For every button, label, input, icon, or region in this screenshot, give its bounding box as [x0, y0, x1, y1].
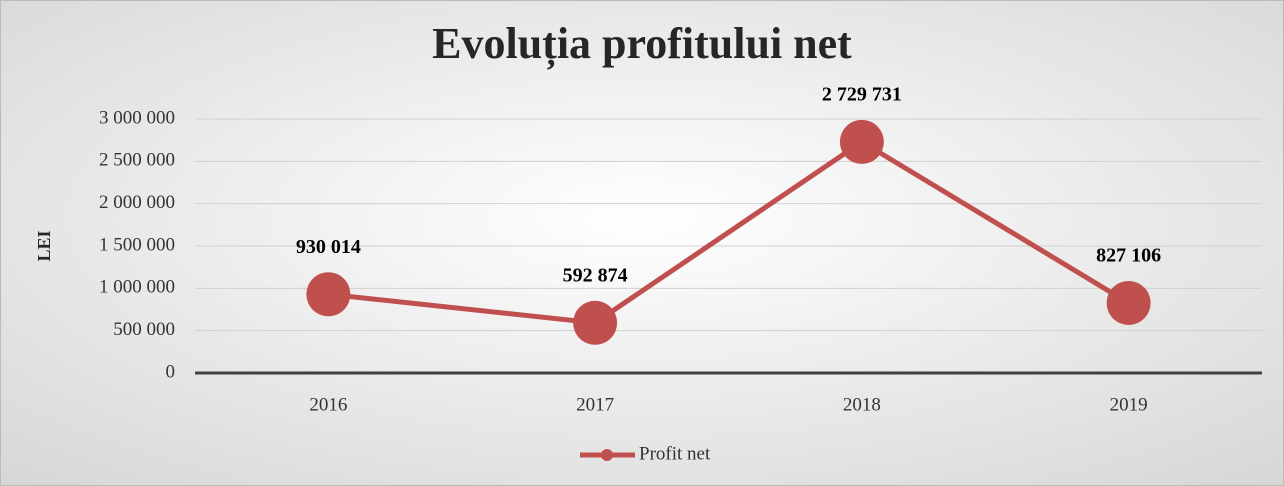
y-tick-label: 1 500 000 [99, 234, 175, 255]
data-label: 930 014 [296, 236, 361, 258]
x-tick-label: 2016 [309, 394, 347, 415]
y-tick-label: 0 [166, 361, 176, 382]
marker [1106, 280, 1151, 325]
y-axis-label: LEI [34, 230, 54, 261]
y-tick-label: 500 000 [113, 319, 175, 340]
data-label: 2 729 731 [822, 83, 902, 105]
line [328, 138, 1130, 326]
data-label: 827 106 [1096, 245, 1161, 267]
marker [306, 272, 351, 317]
y-tick-label: 1 000 000 [99, 277, 175, 298]
legend-label: Profit net [639, 443, 711, 464]
x-tick-label: 2018 [843, 394, 881, 415]
x-tick-label: 2019 [1110, 394, 1148, 415]
legend-marker [601, 449, 613, 461]
chart-title: Evoluția profitului net [432, 19, 852, 69]
marker [573, 300, 618, 345]
marker [839, 119, 884, 164]
y-tick-label: 3 000 000 [99, 107, 175, 128]
y-tick-label: 2 500 000 [99, 150, 175, 171]
y-tick-label: 2 000 000 [99, 192, 175, 213]
data-label: 592 874 [563, 264, 628, 286]
x-tick-label: 2017 [576, 394, 614, 415]
